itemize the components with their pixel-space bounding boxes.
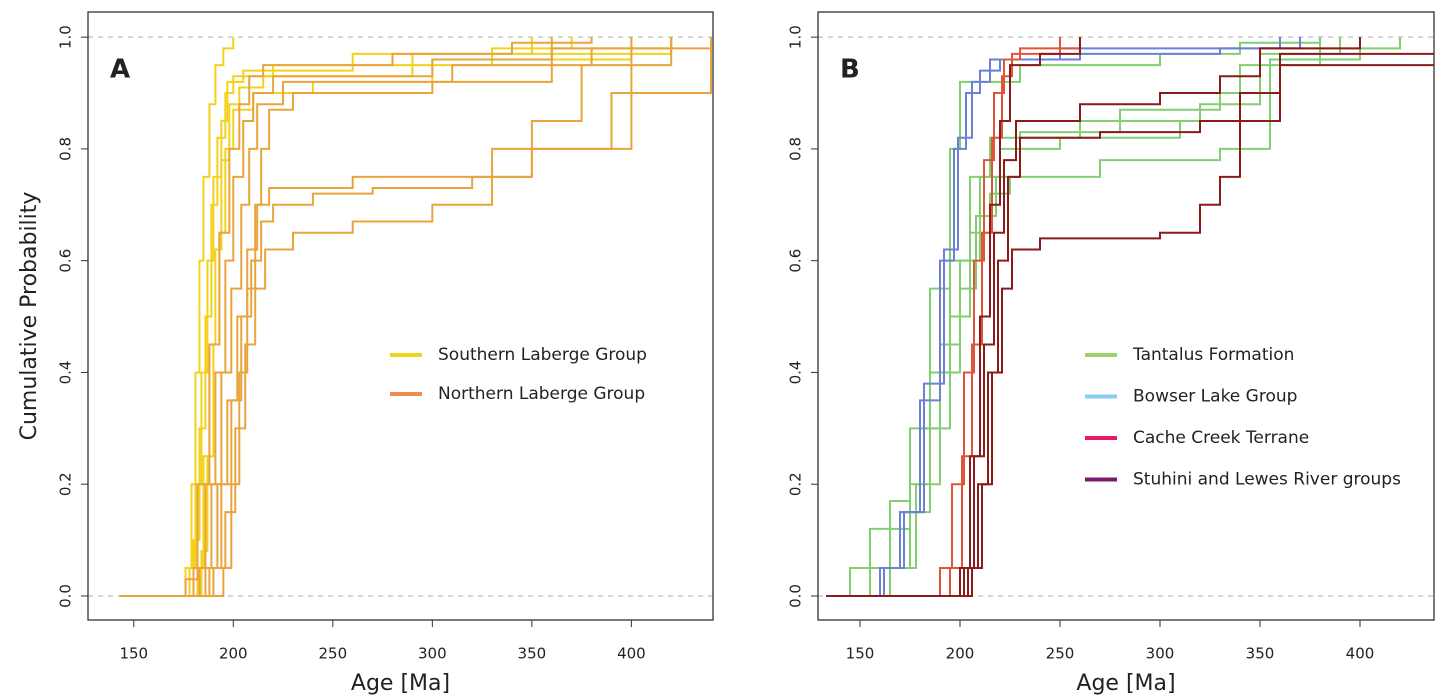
ecdf-line [119, 37, 593, 597]
x-tick-label: 400 [1346, 645, 1375, 663]
ecdf-line [119, 37, 673, 597]
x-tick-label: 150 [846, 645, 875, 663]
legend-label: Northern Laberge Group [438, 384, 645, 404]
panel-label: B [840, 55, 860, 85]
x-tick-label: 200 [219, 645, 248, 663]
x-tick-label: 150 [119, 645, 148, 663]
x-axis-title: Age [Ma] [1076, 671, 1175, 696]
legend-label: Bowser Lake Group [1133, 387, 1297, 407]
ecdf-line [826, 37, 1061, 597]
plot-area [88, 36, 713, 597]
plot-frame [817, 11, 1435, 621]
ecdf-line [119, 37, 573, 597]
legend-label: Stuhini and Lewes River groups [1133, 470, 1401, 490]
ecdf-line [119, 37, 533, 597]
ecdf-line [826, 64, 1434, 597]
plot-frame [87, 11, 714, 621]
x-tick-label: 300 [418, 645, 447, 663]
y-tick-label: 0.8 [57, 137, 75, 161]
ecdf-line [119, 37, 713, 597]
x-tick-label: 350 [1246, 645, 1275, 663]
y-tick-label: 0.0 [57, 584, 75, 608]
ecdf-line [826, 52, 1434, 597]
y-tick-label: 0.8 [787, 137, 805, 161]
legend-label: Tantalus Formation [1132, 345, 1294, 365]
ecdf-line [826, 37, 1281, 597]
y-tick-label: 0.6 [787, 249, 805, 273]
x-tick-label: 250 [1046, 645, 1075, 663]
legend-label: Cache Creek Terrane [1133, 428, 1309, 448]
ecdf-line [119, 37, 633, 597]
y-axis-title: Cumulative Probability [17, 192, 42, 441]
ecdf-line [826, 37, 1301, 597]
x-tick-label: 250 [319, 645, 348, 663]
y-tick-label: 1.0 [787, 25, 805, 49]
x-tick-label: 400 [617, 645, 646, 663]
x-tick-label: 200 [946, 645, 975, 663]
y-tick-label: 0.4 [57, 361, 75, 385]
ecdf-line [119, 37, 673, 597]
y-tick-label: 0.4 [787, 361, 805, 385]
x-axis-title: Age [Ma] [351, 671, 450, 696]
x-tick-label: 350 [518, 645, 547, 663]
y-tick-label: 0.0 [787, 584, 805, 608]
panel-label: A [110, 55, 130, 85]
y-tick-label: 0.2 [57, 472, 75, 496]
legend-label: Southern Laberge Group [438, 345, 647, 365]
y-tick-label: 0.2 [787, 472, 805, 496]
y-tick-label: 0.6 [57, 249, 75, 273]
plot-area [818, 36, 1434, 597]
ecdf-line [119, 37, 553, 597]
ecdf-line [826, 37, 1361, 597]
x-tick-label: 300 [1146, 645, 1175, 663]
y-tick-label: 1.0 [57, 25, 75, 49]
ecdf-line [119, 37, 713, 597]
